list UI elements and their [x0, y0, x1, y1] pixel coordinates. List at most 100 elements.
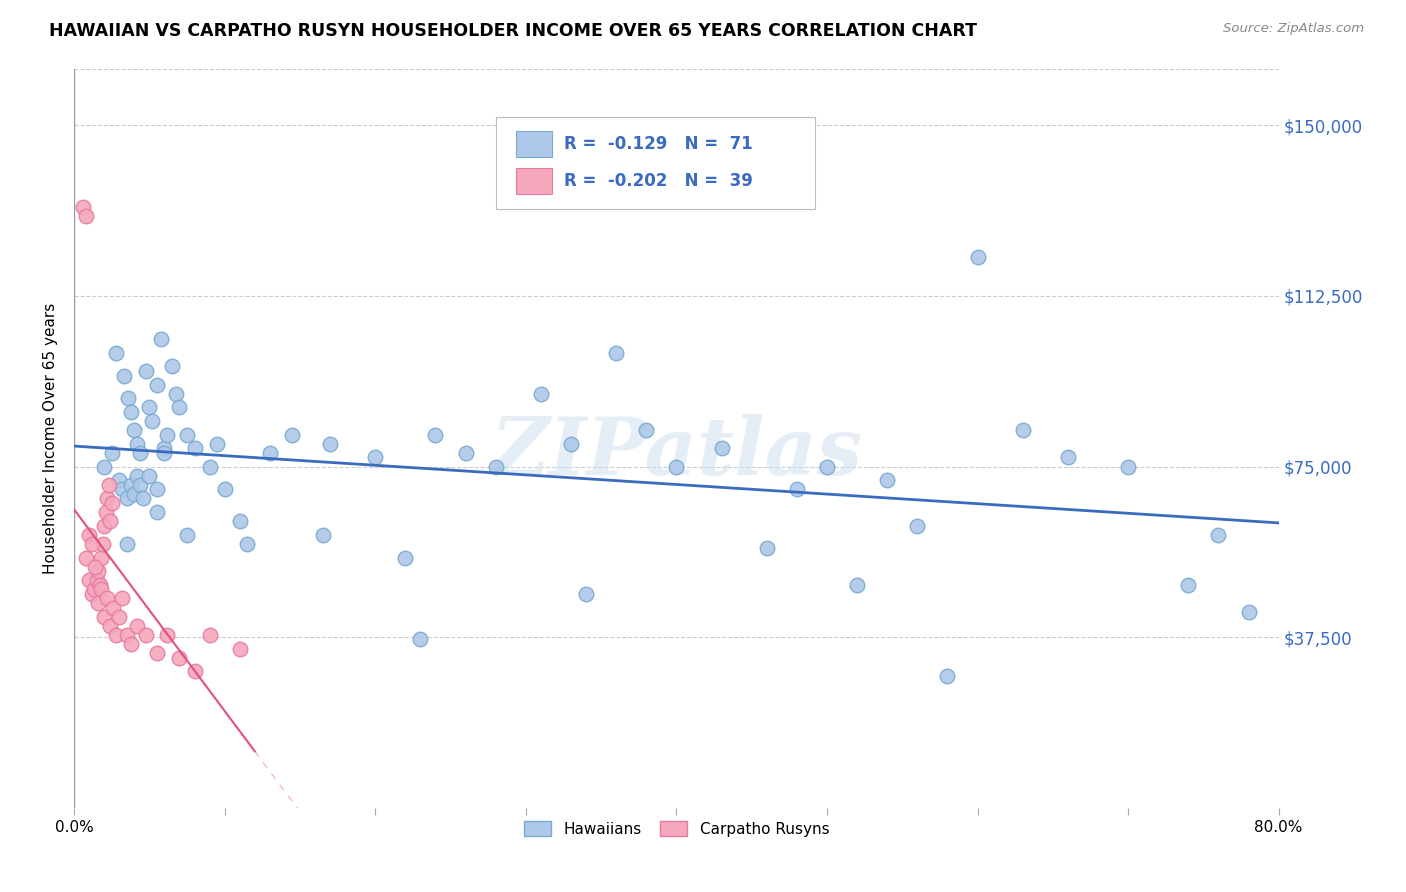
Point: [82, 537, 104, 551]
Point: [98, 619, 121, 633]
Point: [108, 473, 131, 487]
Point: [87, 564, 110, 578]
Point: [281, 427, 304, 442]
Point: [138, 401, 160, 415]
Point: [846, 578, 869, 592]
Point: [127, 619, 149, 633]
Point: [103, 600, 125, 615]
Point: [755, 541, 778, 556]
Bar: [516, 168, 553, 194]
Text: R =  -0.129   N =  71: R = -0.129 N = 71: [564, 135, 754, 153]
Point: [111, 591, 134, 606]
Point: [75, 550, 97, 565]
Point: [198, 628, 221, 642]
Point: [94, 505, 117, 519]
Point: [111, 483, 134, 497]
Point: [1011, 423, 1033, 437]
Point: [105, 346, 128, 360]
Point: [710, 442, 733, 456]
Point: [100, 446, 122, 460]
Point: [150, 332, 173, 346]
Point: [605, 346, 627, 360]
Point: [153, 446, 176, 460]
Point: [454, 446, 477, 460]
Point: [228, 641, 250, 656]
Point: [786, 483, 808, 497]
Point: [214, 483, 236, 497]
Point: [86, 574, 108, 588]
Text: Source: ZipAtlas.com: Source: ZipAtlas.com: [1223, 22, 1364, 36]
Point: [236, 537, 259, 551]
Point: [120, 405, 142, 419]
Point: [108, 609, 131, 624]
Point: [135, 628, 157, 642]
Point: [89, 578, 111, 592]
Point: [936, 669, 959, 683]
Point: [205, 437, 228, 451]
Text: HAWAIIAN VS CARPATHO RUSYN HOUSEHOLDER INCOME OVER 65 YEARS CORRELATION CHART: HAWAIIAN VS CARPATHO RUSYN HOUSEHOLDER I…: [49, 22, 977, 40]
Point: [117, 392, 139, 406]
Point: [115, 628, 138, 642]
Point: [82, 587, 104, 601]
Point: [98, 514, 121, 528]
Point: [156, 628, 179, 642]
Point: [156, 427, 179, 442]
Point: [183, 442, 205, 456]
Point: [1177, 578, 1199, 592]
Bar: [516, 130, 553, 157]
Point: [146, 646, 169, 660]
Point: [96, 591, 118, 606]
Point: [409, 632, 432, 647]
Point: [1056, 450, 1078, 465]
Text: R =  -0.202   N =  39: R = -0.202 N = 39: [564, 172, 754, 190]
Point: [364, 450, 387, 465]
Point: [1237, 605, 1260, 619]
Point: [259, 446, 281, 460]
Point: [83, 582, 105, 597]
Point: [815, 459, 838, 474]
Point: [905, 518, 928, 533]
Point: [127, 468, 149, 483]
Point: [105, 628, 128, 642]
Point: [129, 477, 152, 491]
Point: [966, 250, 988, 264]
Point: [120, 477, 142, 491]
Point: [127, 437, 149, 451]
Point: [87, 596, 110, 610]
Point: [153, 442, 176, 456]
Point: [97, 477, 120, 491]
Point: [93, 518, 115, 533]
Point: [93, 459, 115, 474]
Point: [120, 637, 142, 651]
Point: [124, 423, 146, 437]
Y-axis label: Householder Income Over 65 years: Householder Income Over 65 years: [44, 302, 58, 574]
Point: [169, 650, 191, 665]
Point: [129, 446, 152, 460]
Point: [115, 537, 138, 551]
Text: ZIPatlas: ZIPatlas: [491, 414, 862, 491]
Point: [93, 609, 115, 624]
Point: [115, 491, 138, 506]
Point: [311, 528, 333, 542]
Point: [425, 427, 447, 442]
Point: [124, 487, 146, 501]
Point: [228, 514, 250, 528]
Point: [146, 377, 169, 392]
Point: [100, 496, 122, 510]
Point: [75, 210, 97, 224]
Point: [665, 459, 688, 474]
Point: [319, 437, 342, 451]
Point: [132, 491, 155, 506]
Point: [77, 528, 100, 542]
Point: [198, 459, 221, 474]
Point: [485, 459, 508, 474]
Point: [876, 473, 898, 487]
Point: [146, 505, 169, 519]
Point: [176, 528, 198, 542]
Point: [112, 368, 135, 383]
Point: [135, 364, 157, 378]
Point: [1116, 459, 1139, 474]
Point: [169, 401, 191, 415]
Point: [84, 559, 107, 574]
Point: [146, 483, 169, 497]
